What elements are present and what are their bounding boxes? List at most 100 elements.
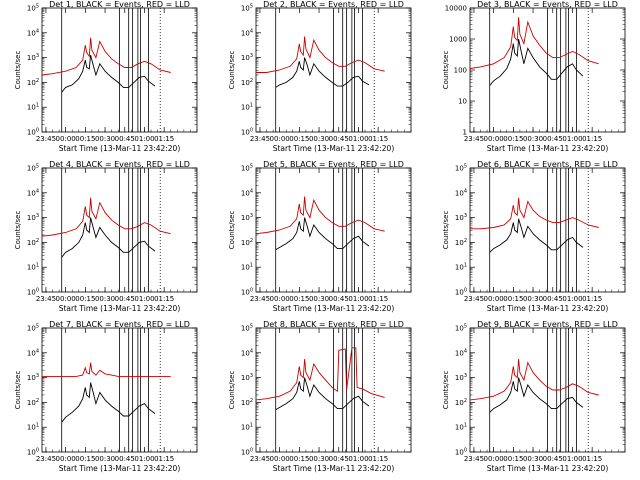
y-tick-label: 104	[27, 188, 39, 197]
x-axis-label: Start Time (13-Mar-11 23:42:20)	[487, 144, 609, 153]
y-tick-label: 100	[455, 288, 467, 297]
x-tick-label: 00:00	[484, 455, 504, 463]
y-tick-label: 105	[27, 324, 39, 333]
x-tick-label: 00:45	[543, 455, 563, 463]
x-axis-label: Start Time (13-Mar-11 23:42:20)	[59, 144, 181, 153]
x-tick-label: 23:45	[36, 295, 56, 303]
y-tick-label: 100	[455, 448, 467, 457]
y-tick-label: 103	[27, 53, 39, 62]
detector-panel-5: Det 5, BLACK = Events, RED = LLD Counts/s…	[228, 160, 412, 313]
y-tick-label: 105	[455, 164, 467, 173]
y-tick-label: 102	[27, 78, 39, 87]
x-tick-label: 00:45	[329, 135, 349, 143]
detector-panel-4: Det 4, BLACK = Events, RED = LLD Counts/s…	[14, 160, 198, 313]
x-tick-label: 01:15	[368, 135, 388, 143]
panel-title: Det 9, BLACK = Events, RED = LLD	[477, 320, 618, 329]
detector-panel-3: Det 3, BLACK = Events, RED = LLD Counts/s…	[442, 0, 626, 153]
x-tick-label: 01:15	[154, 135, 174, 143]
x-tick-label: 01:00	[562, 135, 582, 143]
x-axis-label: Start Time (13-Mar-11 23:42:20)	[59, 304, 181, 313]
x-tick-label: 00:30	[309, 295, 329, 303]
detector-panel-1: Det 1, BLACK = Events, RED = LLD Counts/s…	[14, 0, 198, 153]
x-tick-label: 01:15	[154, 295, 174, 303]
y-tick-label: 102	[241, 78, 253, 87]
x-tick-label: 00:00	[56, 455, 76, 463]
x-tick-label: 00:45	[543, 135, 563, 143]
y-tick-label: 100	[27, 128, 39, 137]
x-tick-label: 23:45	[36, 135, 56, 143]
detector-panel-8: Det 8, BLACK = Events, RED = LLD Counts/s…	[228, 320, 412, 473]
x-tick-label: 01:15	[368, 455, 388, 463]
detector-panel-2: Det 2, BLACK = Events, RED = LLD Counts/s…	[228, 0, 412, 153]
y-tick-label: 104	[27, 28, 39, 37]
panel-title: Det 1, BLACK = Events, RED = LLD	[49, 0, 190, 9]
x-tick-label: 00:15	[289, 295, 309, 303]
y-axis-label: Counts/sec	[14, 211, 22, 250]
x-tick-label: 00:45	[329, 295, 349, 303]
events-series-line	[275, 217, 370, 251]
y-tick-label: 10000	[445, 5, 467, 13]
x-tick-label: 00:30	[309, 455, 329, 463]
panel-title: Det 4, BLACK = Events, RED = LLD	[49, 160, 190, 169]
y-tick-label: 101	[455, 263, 467, 272]
y-tick-label: 100	[241, 448, 253, 457]
x-axis-label: Start Time (13-Mar-11 23:42:20)	[487, 304, 609, 313]
x-tick-label: 00:15	[289, 455, 309, 463]
x-tick-label: 00:00	[484, 295, 504, 303]
y-tick-label: 104	[455, 188, 467, 197]
x-tick-label: 00:45	[543, 295, 563, 303]
y-tick-label: 102	[27, 238, 39, 247]
x-tick-label: 00:45	[115, 135, 135, 143]
x-tick-label: 01:00	[562, 295, 582, 303]
y-tick-label: 104	[241, 28, 253, 37]
x-tick-label: 00:45	[115, 295, 135, 303]
events-series-line	[489, 38, 584, 86]
y-tick-label: 1	[463, 129, 467, 137]
x-tick-label: 00:15	[503, 295, 523, 303]
y-tick-label: 101	[455, 423, 467, 432]
x-axis-label: Start Time (13-Mar-11 23:42:20)	[273, 144, 395, 153]
panel-title: Det 8, BLACK = Events, RED = LLD	[263, 320, 404, 329]
x-tick-label: 00:30	[523, 295, 543, 303]
events-series-line	[489, 377, 584, 413]
x-tick-label: 00:00	[56, 135, 76, 143]
x-tick-label: 00:15	[75, 455, 95, 463]
lld-series-line	[255, 347, 385, 401]
x-axis-label: Start Time (13-Mar-11 23:42:20)	[59, 464, 181, 473]
x-tick-label: 00:15	[503, 135, 523, 143]
x-tick-label: 00:00	[270, 295, 290, 303]
panel-title: Det 3, BLACK = Events, RED = LLD	[477, 0, 618, 9]
detector-panel-6: Det 6, BLACK = Events, RED = LLD Counts/s…	[442, 160, 626, 313]
events-series-line	[275, 377, 370, 411]
y-tick-label: 103	[455, 213, 467, 222]
y-tick-label: 100	[27, 288, 39, 297]
x-tick-label: 01:00	[348, 295, 368, 303]
detector-panel-9: Det 9, BLACK = Events, RED = LLD Counts/s…	[442, 320, 626, 473]
y-tick-label: 103	[241, 373, 253, 382]
detector-panel-7: Det 7, BLACK = Events, RED = LLD Counts/s…	[14, 320, 198, 473]
y-tick-label: 103	[27, 373, 39, 382]
y-tick-label: 101	[241, 263, 253, 272]
y-tick-label: 100	[454, 67, 467, 75]
x-tick-label: 23:45	[464, 295, 484, 303]
x-tick-label: 00:30	[95, 455, 115, 463]
x-tick-label: 23:45	[36, 455, 56, 463]
x-axis-label: Start Time (13-Mar-11 23:42:20)	[273, 464, 395, 473]
lld-series-line	[41, 37, 171, 76]
x-tick-label: 00:15	[503, 455, 523, 463]
x-tick-label: 00:30	[95, 295, 115, 303]
y-tick-label: 104	[455, 348, 467, 357]
events-series-line	[61, 54, 156, 93]
lld-series-line	[470, 197, 599, 230]
x-tick-label: 23:45	[464, 135, 484, 143]
y-axis-label: Counts/sec	[228, 51, 236, 90]
y-tick-label: 102	[27, 398, 39, 407]
lld-series-line	[469, 17, 599, 69]
y-tick-label: 100	[241, 128, 253, 137]
y-tick-label: 104	[27, 348, 39, 357]
panel-title: Det 7, BLACK = Events, RED = LLD	[49, 320, 190, 329]
x-tick-label: 00:45	[329, 455, 349, 463]
y-axis-label: Counts/sec	[228, 371, 236, 410]
x-axis-label: Start Time (13-Mar-11 23:42:20)	[487, 464, 609, 473]
events-series-line	[275, 57, 370, 88]
